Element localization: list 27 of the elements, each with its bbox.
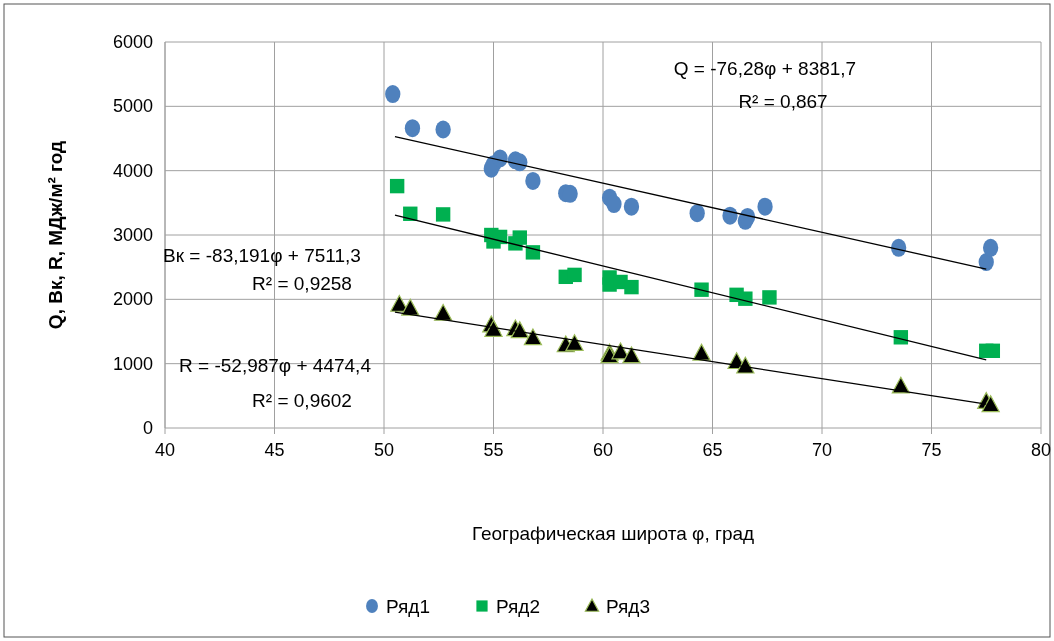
x-tick-label: 40 <box>154 440 176 460</box>
x-tick-label: 70 <box>811 440 833 460</box>
legend-label: Ряд1 <box>386 596 430 617</box>
y-axis-title: Q, Вк, R, МДж/м² год <box>45 140 66 330</box>
x-tick-label: 50 <box>373 440 395 460</box>
x-tick-label: 80 <box>1030 440 1052 460</box>
annotation: Вк = -83,191φ + 7511,3 <box>163 245 361 266</box>
x-axis-title: Географическая широта φ, град <box>471 523 755 544</box>
y-tick-label: 6000 <box>112 32 153 52</box>
legend-label: Ряд2 <box>496 596 540 617</box>
x-tick-label: 60 <box>592 440 614 460</box>
x-tick-label: 65 <box>702 440 723 460</box>
y-tick-label: 4000 <box>112 160 153 181</box>
y-tick-label: 3000 <box>112 225 153 245</box>
x-tick-label: 75 <box>921 440 942 460</box>
annotation: R² = 0,9258 <box>252 273 352 294</box>
annotation: Q = -76,28φ + 8381,7 <box>673 58 857 79</box>
annotation: R = -52,987φ + 4474,4 <box>179 355 372 376</box>
y-tick-label: 2000 <box>112 289 153 310</box>
x-tick-label: 55 <box>483 440 504 460</box>
annotation: R² = 0,867 <box>738 91 828 112</box>
x-tick-label: 45 <box>264 440 285 460</box>
annotation: R² = 0,9602 <box>252 390 352 411</box>
y-tick-label: 1000 <box>112 353 153 374</box>
y-tick-label: 0 <box>142 418 153 438</box>
legend-label: Ряд3 <box>606 596 650 617</box>
y-tick-label: 5000 <box>112 96 153 117</box>
